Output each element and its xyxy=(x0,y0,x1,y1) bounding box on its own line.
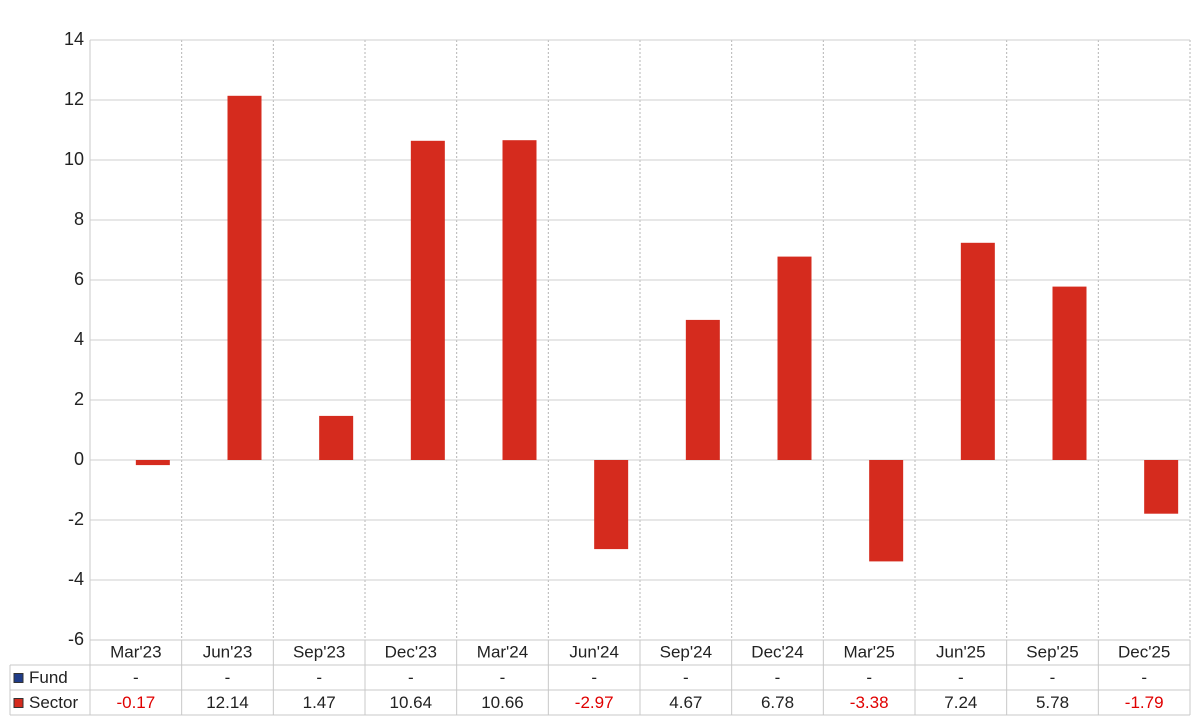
table-value: - xyxy=(958,668,964,687)
bar xyxy=(1052,286,1087,460)
legend-swatch xyxy=(13,698,24,708)
bar xyxy=(319,415,354,460)
y-tick-label: 14 xyxy=(64,29,84,49)
x-tick-label: Sep'24 xyxy=(660,642,712,661)
table-value: -0.17 xyxy=(116,693,155,712)
y-tick-label: 4 xyxy=(74,329,84,349)
table-value: - xyxy=(1050,668,1056,687)
table-value: - xyxy=(591,668,597,687)
bar xyxy=(227,95,262,461)
table-value: 10.66 xyxy=(481,693,524,712)
bar xyxy=(869,460,904,562)
y-tick-label: 6 xyxy=(74,269,84,289)
y-tick-label: -2 xyxy=(68,509,84,529)
x-tick-label: Jun'25 xyxy=(936,642,986,661)
table-value: - xyxy=(408,668,414,687)
bar xyxy=(135,460,170,466)
x-tick-label: Dec'23 xyxy=(385,642,437,661)
bar xyxy=(685,319,720,460)
table-value: 6.78 xyxy=(761,693,794,712)
y-tick-label: 2 xyxy=(74,389,84,409)
bar xyxy=(502,140,537,460)
table-value: -3.38 xyxy=(850,693,889,712)
table-value: - xyxy=(225,668,231,687)
y-tick-label: 12 xyxy=(64,89,84,109)
x-tick-label: Sep'25 xyxy=(1026,642,1078,661)
table-value: 5.78 xyxy=(1036,693,1069,712)
x-tick-label: Sep'23 xyxy=(293,642,345,661)
x-tick-label: Mar'23 xyxy=(110,642,161,661)
bar xyxy=(1144,460,1179,514)
table-value: - xyxy=(683,668,689,687)
bar xyxy=(777,256,812,460)
x-tick-label: Mar'25 xyxy=(843,642,894,661)
x-tick-label: Jun'23 xyxy=(203,642,253,661)
table-value: - xyxy=(500,668,506,687)
table-value: -1.79 xyxy=(1125,693,1164,712)
table-value: - xyxy=(316,668,322,687)
table-value: 4.67 xyxy=(669,693,702,712)
table-value: -2.97 xyxy=(575,693,614,712)
table-value: 1.47 xyxy=(303,693,336,712)
legend-label: Sector xyxy=(29,693,78,712)
y-tick-label: 0 xyxy=(74,449,84,469)
x-tick-label: Mar'24 xyxy=(477,642,528,661)
bar xyxy=(960,242,995,460)
x-tick-label: Dec'25 xyxy=(1118,642,1170,661)
y-tick-label: 10 xyxy=(64,149,84,169)
table-value: - xyxy=(866,668,872,687)
bar xyxy=(410,140,445,461)
table-value: 7.24 xyxy=(944,693,977,712)
legend-swatch xyxy=(13,673,24,683)
table-value: - xyxy=(133,668,139,687)
table-value: 10.64 xyxy=(390,693,433,712)
x-tick-label: Jun'24 xyxy=(569,642,619,661)
x-tick-label: Dec'24 xyxy=(751,642,803,661)
table-value: - xyxy=(1141,668,1147,687)
y-tick-label: 8 xyxy=(74,209,84,229)
table-value: 12.14 xyxy=(206,693,249,712)
bar xyxy=(594,460,629,550)
legend-label: Fund xyxy=(29,668,68,687)
table-value: - xyxy=(775,668,781,687)
y-tick-label: -4 xyxy=(68,569,84,589)
y-tick-label: -6 xyxy=(68,629,84,649)
